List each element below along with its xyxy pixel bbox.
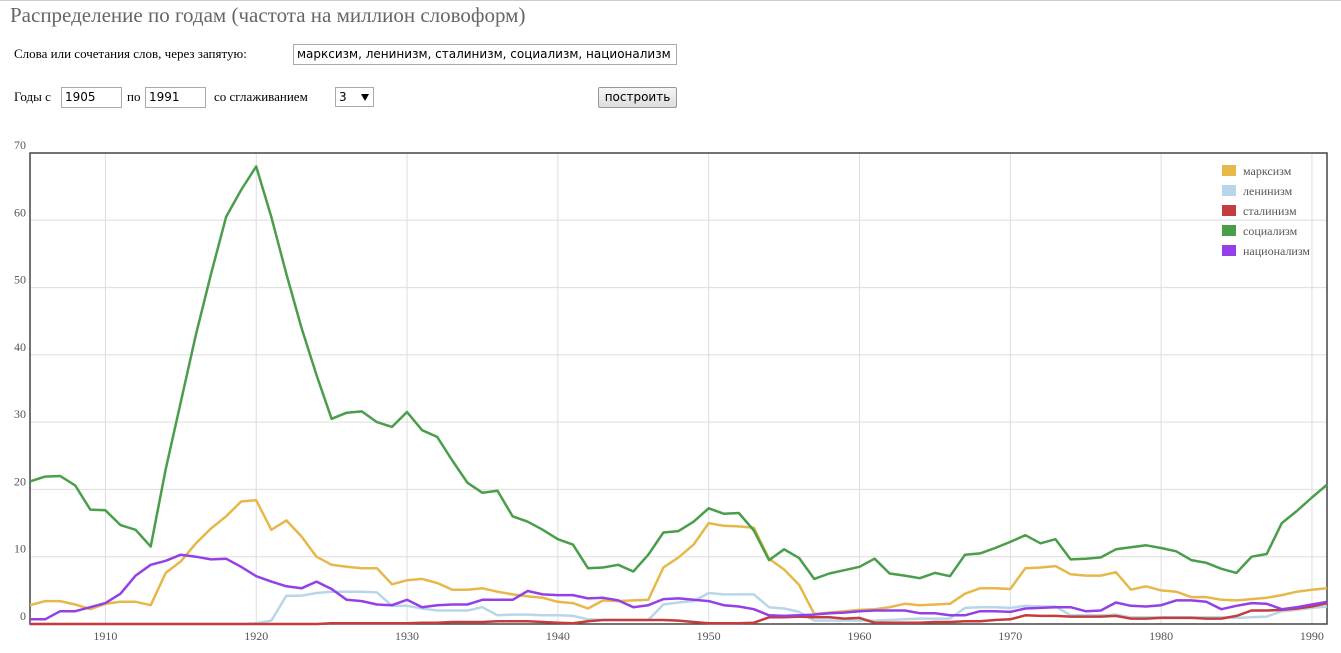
series-line (29, 165, 1328, 581)
from-input[interactable]: 1905 (61, 87, 122, 108)
legend-swatch (1222, 225, 1236, 236)
page-title: Распределение по годам (частота на милли… (10, 3, 526, 27)
legend-label: сталинизм (1243, 204, 1297, 218)
series-line (29, 498, 1328, 616)
smoothing-label: со сглаживанием (214, 89, 308, 104)
legend-swatch (1222, 205, 1236, 216)
words-label: Слова или сочетания слов, через запятую: (14, 46, 247, 61)
y-tick-label: 60 (14, 205, 26, 219)
x-tick-label: 1920 (244, 629, 268, 643)
x-tick-label: 1940 (546, 629, 570, 643)
legend-label: ленинизм (1243, 184, 1293, 198)
legend-swatch (1222, 245, 1236, 256)
smoothing-select[interactable]: 3 (335, 87, 374, 107)
chart: 0 10 20 30 40 50 60 70 1910 1920 1930 1940 1950 1960 1… (14, 140, 1328, 643)
x-tick-label: 1990 (1300, 629, 1324, 643)
y-tick-label: 40 (14, 340, 26, 354)
from-label: Годы с (14, 89, 51, 104)
to-input[interactable]: 1991 (145, 87, 206, 108)
series-line (30, 601, 1328, 626)
words-input[interactable]: марксизм, ленинизм, сталинизм, социализм… (293, 44, 677, 65)
series-line (30, 553, 1328, 621)
legend-swatch (1222, 165, 1236, 176)
y-tick-label: 10 (14, 542, 26, 556)
plot-frame (29, 152, 1328, 625)
x-tick-label: 1950 (697, 629, 721, 643)
top-border (0, 0, 1341, 1)
build-button[interactable]: построить (598, 87, 677, 108)
y-tick-label: 0 (20, 609, 26, 623)
y-tick-label: 20 (14, 474, 26, 488)
y-tick-label: 70 (14, 140, 26, 152)
x-tick-label: 1910 (93, 629, 117, 643)
dropdown-arrow (361, 94, 369, 101)
x-tick-label: 1930 (395, 629, 419, 643)
legend-label: социализм (1243, 224, 1298, 238)
y-tick-label: 50 (14, 273, 26, 287)
legend-label: марксизм (1243, 164, 1292, 178)
x-tick-label: 1970 (998, 629, 1022, 643)
to-label: по (127, 89, 141, 104)
legend-label: национализм (1243, 244, 1310, 258)
smoothing-value: 3 (339, 90, 347, 104)
x-tick-label: 1960 (847, 629, 871, 643)
legend-swatch (1222, 185, 1236, 196)
x-tick-label: 1980 (1149, 629, 1173, 643)
y-tick-label: 30 (14, 407, 26, 421)
